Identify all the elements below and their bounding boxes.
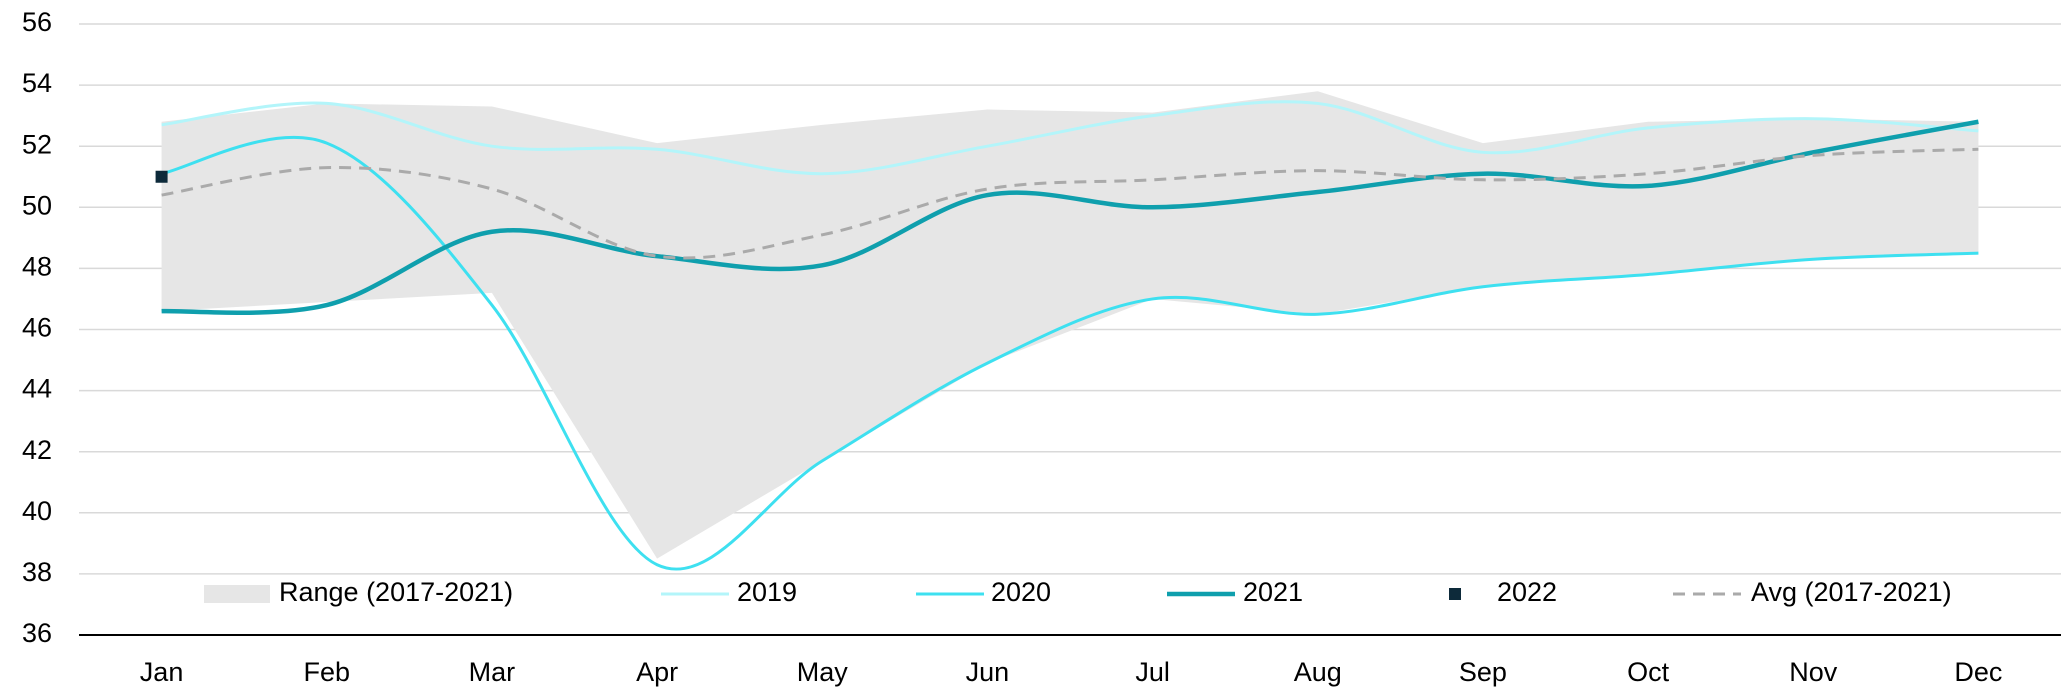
y-tick-label: 38 — [22, 557, 52, 587]
series-line — [161, 100, 1979, 176]
x-tick-label: May — [797, 657, 849, 687]
y-tick-label: 40 — [22, 496, 52, 526]
x-tick-label: Dec — [1954, 657, 2002, 687]
y-tick-label: 42 — [22, 435, 52, 465]
legend-label: Range (2017-2021) — [279, 577, 513, 607]
legend-label: 2019 — [737, 577, 797, 607]
y-tick-label: 54 — [22, 68, 52, 98]
data-point — [155, 170, 168, 183]
series-line — [161, 136, 1979, 571]
x-tick-label: Nov — [1789, 657, 1838, 687]
legend-label: 2020 — [991, 577, 1051, 607]
x-tick-label: Feb — [303, 657, 350, 687]
legend-label: 2021 — [1243, 577, 1303, 607]
series-line — [161, 147, 1979, 260]
x-tick-label: Mar — [469, 657, 516, 687]
legend-label: 2022 — [1497, 577, 1557, 607]
y-tick-label: 50 — [22, 190, 52, 220]
x-tick-label: Aug — [1294, 657, 1342, 687]
y-tick-label: 44 — [22, 374, 52, 404]
x-tick-label: Jul — [1135, 657, 1170, 687]
x-tick-label: Jun — [966, 657, 1010, 687]
x-tick-label: Oct — [1627, 657, 1670, 687]
y-tick-label: 46 — [22, 313, 52, 343]
x-tick-label: Apr — [636, 657, 678, 687]
y-tick-label: 56 — [22, 7, 52, 37]
y-tick-label: 48 — [22, 252, 52, 282]
y-tick-label: 52 — [22, 129, 52, 159]
y-tick-label: 36 — [22, 618, 52, 648]
x-tick-label: Sep — [1459, 657, 1507, 687]
legend-label: Avg (2017-2021) — [1751, 577, 1952, 607]
x-tick-label: Jan — [140, 657, 184, 687]
legend-swatch — [204, 585, 270, 603]
series-line — [161, 119, 1979, 315]
legend-swatch — [1449, 588, 1461, 600]
